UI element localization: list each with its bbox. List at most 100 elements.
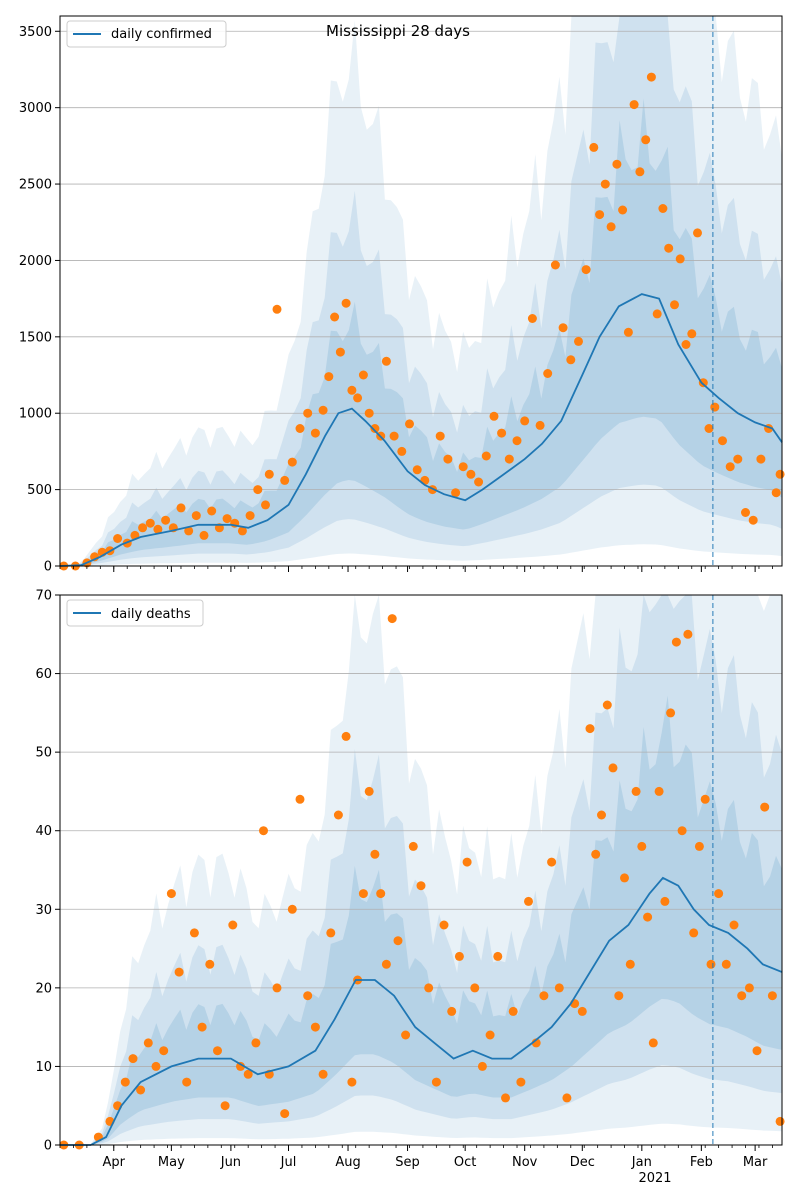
band-0: [60, 16, 782, 566]
data-point: [113, 534, 123, 543]
data-point: [205, 959, 215, 969]
data-point: [710, 402, 720, 412]
data-point: [744, 983, 754, 993]
data-point: [376, 889, 386, 899]
horizontal-gridlines: [60, 30, 782, 491]
data-point: [694, 841, 704, 851]
data-point: [397, 446, 407, 456]
deaths-chart-panel: 0 10 20 30 40 50 60 70 daily deaths Apr May Jun Ju…: [35, 589, 785, 1186]
data-point: [207, 506, 217, 516]
data-point: [693, 228, 702, 238]
band-0: [60, 595, 782, 1145]
data-point: [272, 304, 282, 314]
data-point: [641, 135, 651, 145]
data-point: [347, 1077, 357, 1087]
data-point: [612, 159, 622, 169]
y-tick-label: 0: [44, 1139, 52, 1154]
data-point: [347, 385, 357, 395]
data-point: [608, 763, 618, 773]
y-tick-label: 20: [35, 981, 52, 996]
data-point: [591, 849, 601, 859]
data-point: [381, 959, 391, 969]
chart-title: Mississippi 28 days: [326, 22, 470, 40]
data-point: [648, 1038, 658, 1048]
data-point: [527, 314, 537, 323]
data-point: [562, 1093, 572, 1103]
data-point: [310, 1022, 320, 1032]
data-point: [264, 469, 274, 479]
model-line: [60, 876, 783, 1146]
y-tick-label: 60: [35, 667, 52, 682]
data-point: [585, 724, 595, 734]
data-point: [489, 411, 499, 421]
data-point: [243, 1069, 253, 1079]
data-point: [535, 420, 545, 430]
data-point: [524, 896, 533, 906]
legend: daily confirmed: [66, 20, 227, 48]
data-point: [222, 514, 232, 524]
data-point: [364, 408, 374, 418]
data-point: [497, 428, 507, 438]
data-point: [631, 786, 641, 796]
data-point: [324, 372, 334, 382]
data-point: [625, 959, 635, 969]
data-point: [748, 515, 758, 525]
data-point: [318, 1069, 328, 1079]
data-point: [136, 1085, 146, 1095]
y-tick-label: 2000: [19, 254, 52, 269]
data-point: [466, 469, 476, 479]
data-point: [341, 298, 351, 308]
data-point: [261, 500, 270, 510]
data-point: [424, 983, 434, 993]
x-tick-label: Jul: [280, 1155, 297, 1170]
data-point: [550, 260, 560, 270]
x-axis-ticks: Apr May Jun Jul Aug Sep Oct Nov Dec Jan Feb Mar: [103, 1155, 769, 1170]
data-point: [318, 405, 328, 415]
band-1: [60, 16, 782, 566]
data-point: [191, 511, 201, 521]
data-point: [174, 967, 184, 977]
data-point: [253, 485, 263, 495]
x-tick-label: Nov: [512, 1155, 538, 1170]
data-point: [729, 920, 739, 930]
data-point: [439, 920, 449, 930]
data-point: [435, 431, 445, 441]
data-point: [151, 1061, 161, 1071]
data-point: [138, 523, 148, 533]
data-point: [767, 991, 777, 1001]
band-2: [60, 695, 782, 1145]
data-point: [153, 524, 163, 534]
data-point: [741, 508, 750, 517]
data-point: [287, 457, 297, 467]
data-point: [516, 1077, 526, 1087]
data-point: [272, 983, 282, 993]
data-point: [408, 841, 418, 851]
data-point: [652, 309, 662, 319]
data-point: [771, 488, 781, 498]
data-point: [237, 526, 247, 536]
data-point: [341, 731, 351, 741]
data-point: [539, 991, 549, 1001]
data-point: [671, 637, 681, 647]
y-tick-label: 50: [35, 746, 52, 761]
band-1: [60, 595, 782, 1145]
data-point: [752, 1046, 762, 1056]
axes-frame: [59, 594, 783, 1146]
data-point: [543, 369, 553, 378]
x-tick-label: Jun: [220, 1155, 241, 1170]
data-point: [646, 72, 656, 82]
data-point: [704, 424, 714, 433]
y-tick-label: 500: [27, 483, 52, 498]
data-point: [589, 142, 599, 152]
data-point: [643, 912, 653, 922]
data-point: [333, 810, 343, 820]
uncertainty-bands: [60, 16, 782, 567]
data-point: [721, 959, 731, 969]
data-point: [159, 1046, 169, 1056]
data-point: [447, 1006, 457, 1016]
data-point: [670, 300, 679, 310]
legend-box: [66, 20, 227, 48]
data-point: [310, 428, 320, 438]
data-point: [595, 210, 605, 220]
